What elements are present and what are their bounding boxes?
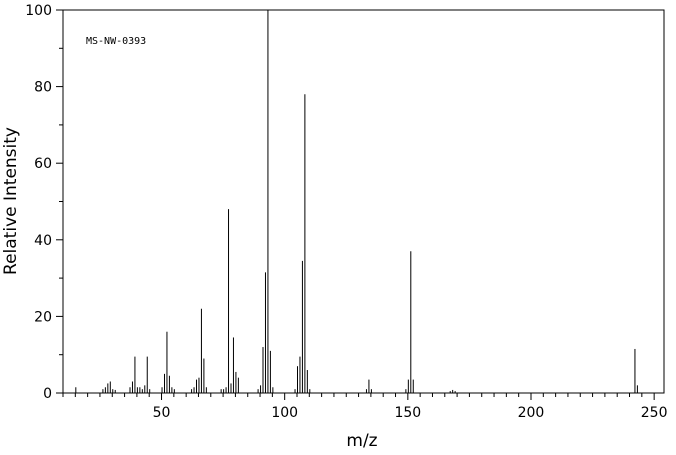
- x-axis-title: m/z: [346, 431, 377, 451]
- x-tick-label: 100: [271, 405, 298, 421]
- labels-layer: MS-NW-0393 m/z Relative Intensity: [1, 36, 378, 451]
- y-tick-label: 40: [34, 233, 52, 249]
- x-tick-label: 250: [641, 405, 668, 421]
- y-tick-label: 60: [34, 156, 52, 172]
- x-tick-label: 200: [518, 405, 545, 421]
- peaks-layer: [75, 10, 638, 393]
- y-axis-title: Relative Intensity: [1, 127, 21, 275]
- axes-layer: 50 100 150 200 250 0 20 40 60 80 100: [25, 3, 667, 421]
- plot-frame: [62, 9, 665, 394]
- x-tick-label: 150: [394, 405, 421, 421]
- y-tick-label: 20: [34, 309, 52, 325]
- y-tick-label: 80: [34, 80, 52, 96]
- x-tick-label: 50: [153, 405, 171, 421]
- spectrum-id-annotation: MS-NW-0393: [86, 36, 146, 47]
- y-tick-label: 0: [43, 386, 52, 402]
- y-tick-label: 100: [25, 3, 52, 19]
